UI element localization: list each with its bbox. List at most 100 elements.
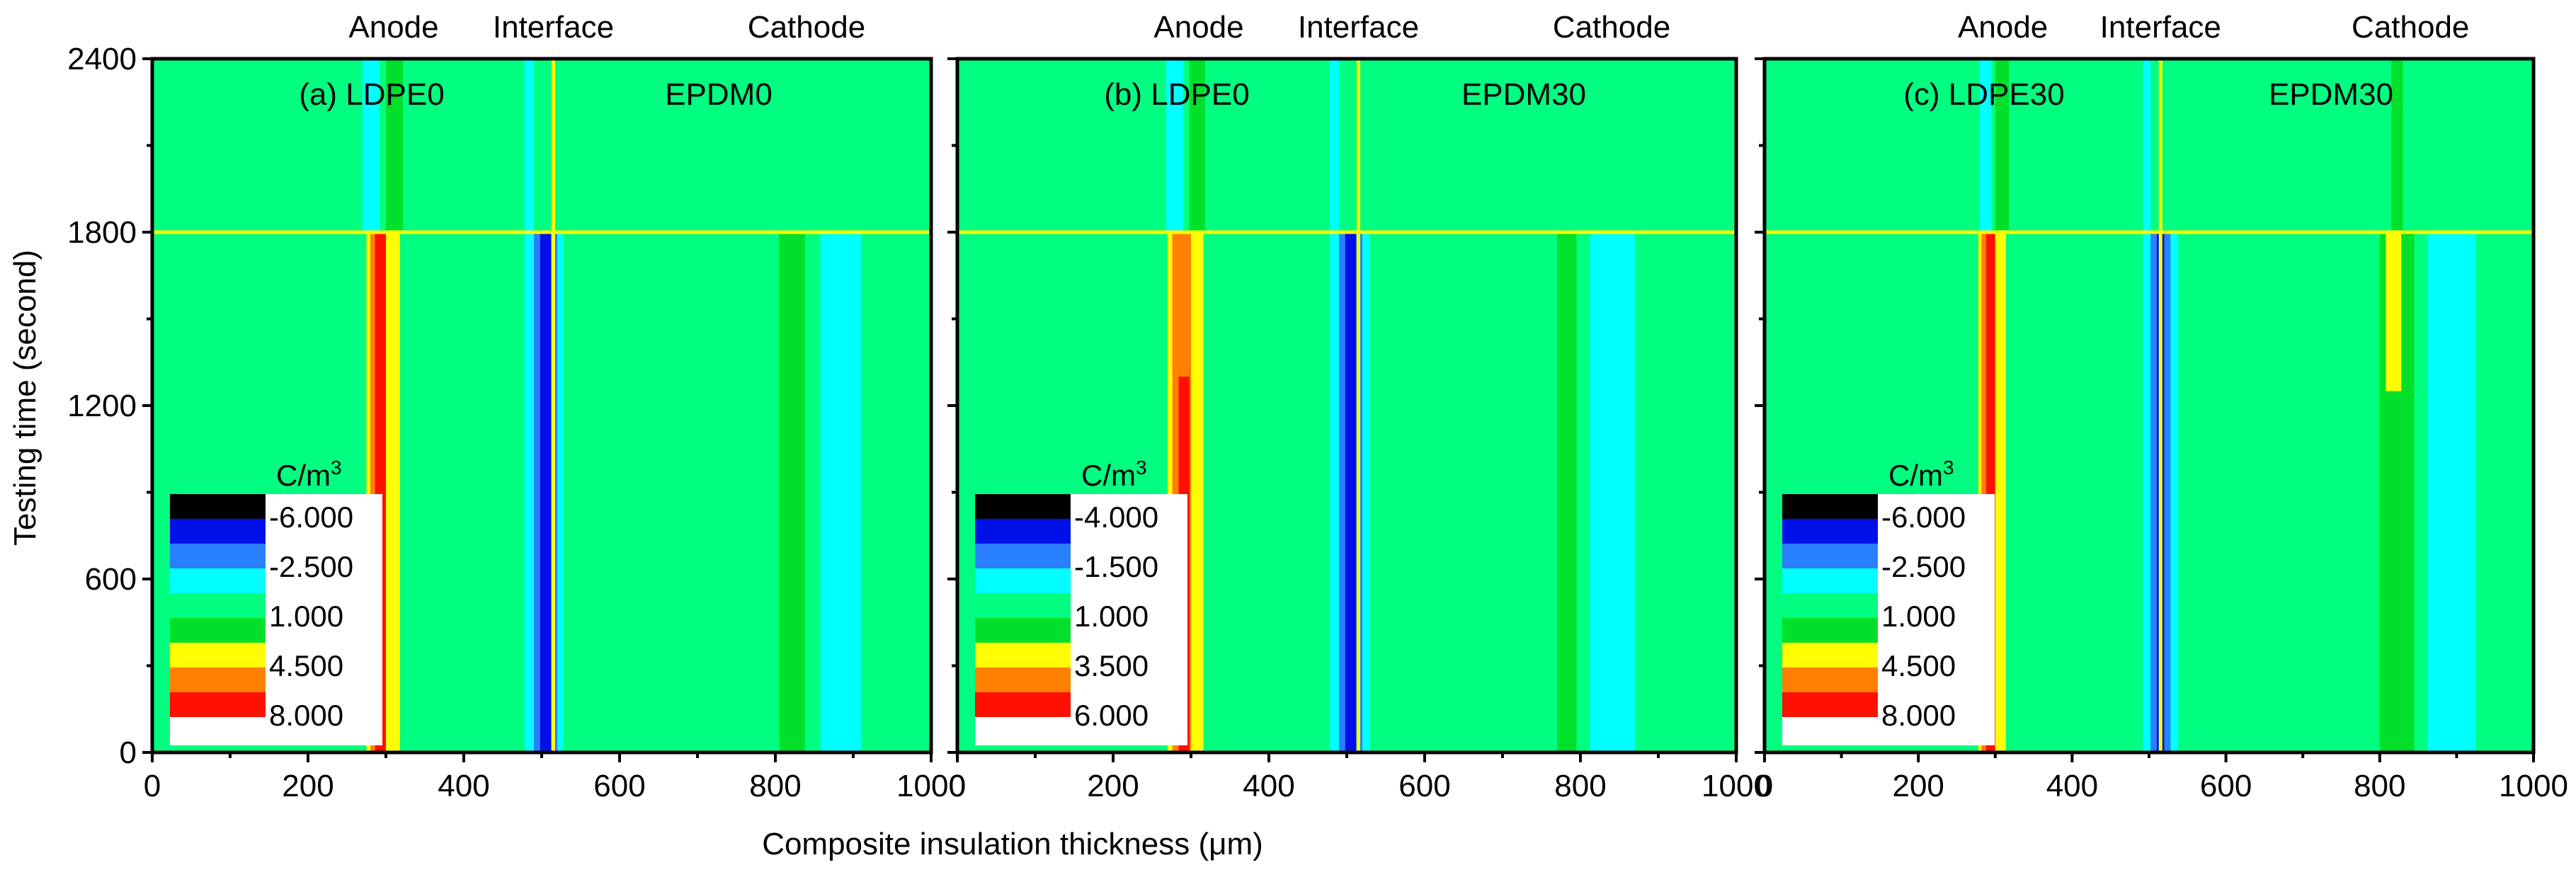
x-tick-label: 1000 (1702, 769, 1771, 803)
legend-swatch-red (975, 692, 1071, 717)
contour-band-green (779, 232, 805, 752)
legend-swatch-green (1782, 618, 1878, 643)
x-tick-label: 0 (144, 769, 161, 803)
x-tick-label: 800 (749, 769, 801, 803)
top-label-cathode: Cathode (748, 10, 865, 45)
legend-label: -1.500 (1074, 550, 1158, 583)
contour-band-cyan (1980, 59, 1992, 232)
contour-band-midblue (1339, 232, 1347, 752)
top-label-anode: Anode (1958, 10, 2048, 45)
contour-band-midblue (2150, 232, 2157, 752)
x-tick-label: 600 (593, 769, 645, 803)
legend-swatch-blue (170, 519, 266, 544)
x-tick-label: 400 (438, 769, 489, 803)
x-tick-label: 200 (1087, 769, 1139, 803)
legend-swatch-yellow (1782, 643, 1878, 667)
x-tick-label: 200 (1892, 769, 1944, 803)
legend-swatch-white (975, 717, 1071, 742)
contour-band-cyan (1590, 232, 1635, 752)
legend-label: -2.500 (269, 550, 353, 583)
contour-band-green (386, 59, 404, 232)
legend-swatch-red (170, 692, 266, 717)
contour-band-midblue (534, 232, 542, 752)
legend-swatch-green (975, 618, 1071, 643)
y-tick-label: 600 (85, 562, 137, 597)
legend-label: 1.000 (269, 600, 343, 633)
x-tick-label: 600 (2200, 769, 2252, 803)
legend-swatch-background (170, 593, 266, 618)
top-label-interface: Interface (493, 10, 614, 45)
contour-band-cyan (524, 59, 534, 752)
legend-label: 4.500 (1881, 649, 1956, 682)
legend-swatch-midblue (975, 544, 1071, 568)
second-layer-label: EPDM30 (1461, 77, 1586, 112)
contour-band-cyan (2170, 232, 2179, 752)
legend-swatch-background (975, 593, 1071, 618)
contour-band-green (1189, 59, 1205, 232)
legend-label: 3.500 (1074, 649, 1149, 682)
contour-band-blue (540, 232, 552, 752)
legend-swatch-green (170, 618, 266, 643)
legend-swatch-orange (975, 667, 1071, 692)
contour-band-yellow (1191, 232, 1204, 752)
x-axis-label: Composite insulation thickness (μm) (762, 827, 1263, 861)
legend-swatch-red (1782, 692, 1878, 717)
panel-title: (c) LDPE30 (1903, 77, 2064, 112)
legend-swatch-midblue (170, 544, 266, 568)
contour-band-cyan (1362, 232, 1370, 752)
top-label-anode: Anode (348, 10, 438, 45)
legend-swatch-orange (170, 667, 266, 692)
second-layer-label: EPDM0 (665, 77, 773, 112)
legend-label: 8.000 (269, 699, 343, 732)
legend-swatch-yellow (975, 643, 1071, 667)
legend-label: 6.000 (1074, 699, 1149, 732)
contour-band-blue (1345, 232, 1357, 752)
top-label-interface: Interface (1298, 10, 1419, 45)
legend-swatch-black (170, 494, 266, 519)
x-tick-label: 1000 (2499, 769, 2568, 803)
legend-swatch-white (1782, 717, 1878, 742)
y-tick-label: 0 (120, 735, 137, 770)
top-label-cathode: Cathode (2352, 10, 2469, 45)
contour-band-green (1995, 59, 2010, 232)
legend-label: 4.500 (269, 649, 343, 682)
y-tick-label: 1200 (67, 389, 137, 423)
x-tick-label: 600 (1398, 769, 1450, 803)
legend-swatch-cyan (975, 568, 1071, 593)
x-tick-label: 800 (2354, 769, 2405, 803)
contour-band-yellow (2386, 232, 2402, 391)
contour-band-cyan (2427, 232, 2476, 752)
legend-swatch-orange (1782, 667, 1878, 692)
legend-label: 8.000 (1881, 699, 1956, 732)
contour-band-cyan (363, 59, 380, 232)
legend-swatch-background (1782, 593, 1878, 618)
y-tick-label: 1800 (67, 215, 137, 250)
legend-swatch-black (1782, 494, 1878, 519)
legend-swatch-blue (1782, 519, 1878, 544)
contour-band-yellow (1995, 232, 2007, 752)
x-tick-label: 400 (1243, 769, 1294, 803)
y-tick-label: 2400 (67, 42, 137, 76)
legend-label: 1.000 (1881, 600, 1956, 633)
contour-band-cyan (1329, 59, 1339, 752)
legend-title-superscript: 3 (1136, 457, 1147, 478)
contour-band-green (1557, 232, 1577, 752)
x-tick-label: 400 (2046, 769, 2098, 803)
top-label-interface: Interface (2100, 10, 2221, 45)
legend-swatch-cyan (1782, 568, 1878, 593)
x-tick-label: 0 (1756, 769, 1773, 803)
x-tick-label: 0 (949, 769, 966, 803)
legend-swatch-blue (975, 519, 1071, 544)
x-tick-label: 800 (1554, 769, 1606, 803)
contour-band-cyan (820, 232, 861, 752)
legend-label: -6.000 (269, 500, 353, 534)
top-label-cathode: Cathode (1553, 10, 1670, 45)
legend-title-superscript: 3 (1943, 457, 1954, 478)
x-tick-label: 200 (282, 769, 334, 803)
contour-band-cyan (557, 232, 564, 752)
